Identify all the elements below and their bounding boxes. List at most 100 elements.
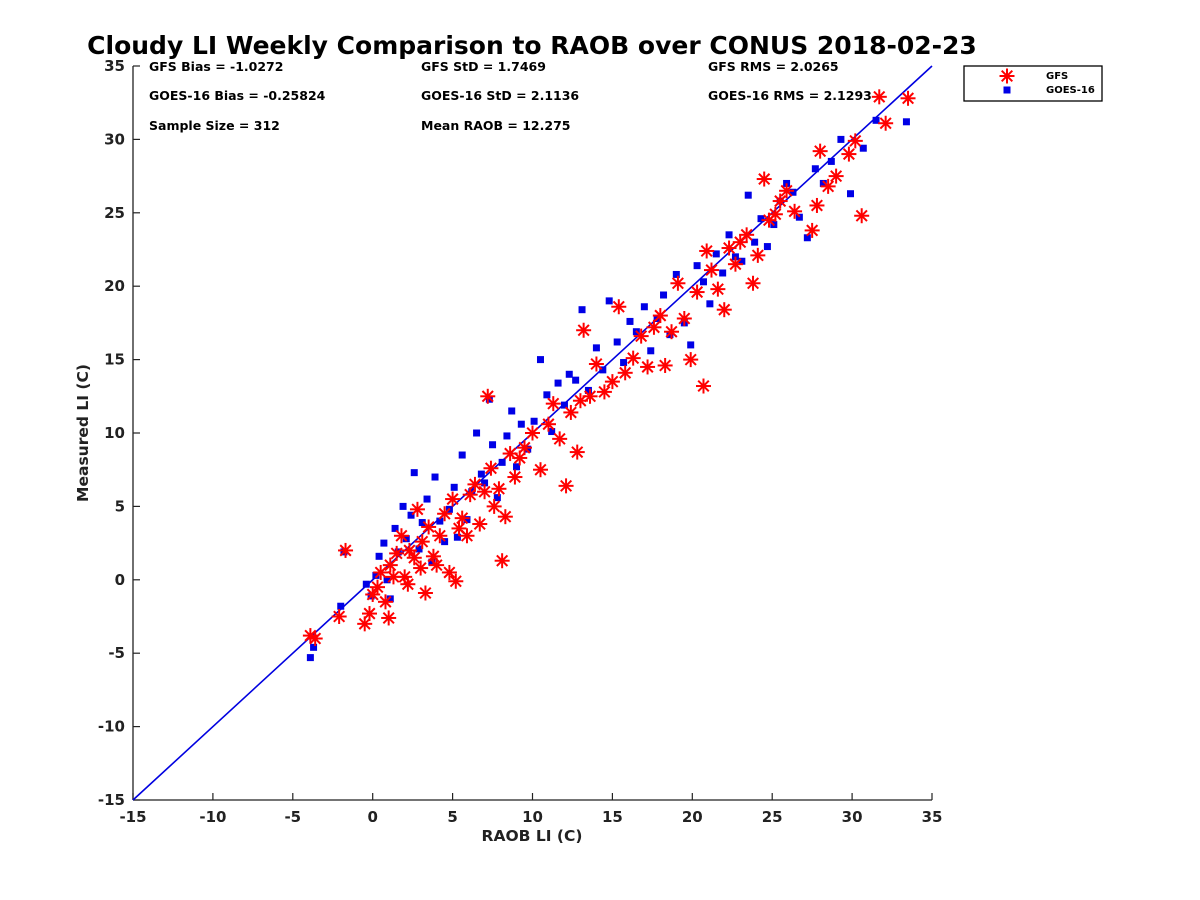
goes16-point bbox=[872, 116, 880, 124]
x-tick-label: 0 bbox=[367, 808, 377, 826]
gfs-point bbox=[809, 197, 825, 213]
goes16-point bbox=[789, 188, 797, 196]
gfs-point bbox=[552, 431, 568, 447]
goes16-point bbox=[386, 595, 394, 603]
gfs-point bbox=[406, 550, 422, 566]
goes16-point bbox=[803, 234, 811, 242]
goes16-point bbox=[719, 269, 727, 277]
gfs-point bbox=[695, 378, 711, 394]
goes16-point bbox=[383, 576, 391, 584]
goes16-point bbox=[498, 458, 506, 466]
goes16-point bbox=[503, 432, 511, 440]
gfs-point bbox=[525, 425, 540, 441]
gfs-point bbox=[467, 476, 483, 492]
gfs-point bbox=[563, 404, 579, 420]
gfs-point bbox=[413, 560, 429, 576]
goes16-point bbox=[489, 441, 497, 449]
gfs-point bbox=[767, 206, 783, 222]
gfs-point bbox=[664, 324, 680, 340]
goes16-point bbox=[554, 379, 562, 387]
gfs-point bbox=[689, 284, 705, 300]
goes16-point bbox=[543, 391, 551, 399]
legend-marker-gfs bbox=[999, 68, 1015, 84]
goes16-point bbox=[592, 344, 600, 352]
stats-text: GFS Bias = -1.0272 GFS StD = 1.7469 GFS … bbox=[149, 59, 872, 133]
gfs-point bbox=[389, 545, 405, 561]
mean-raob: Mean RAOB = 12.275 bbox=[421, 118, 570, 133]
x-tick-label: 30 bbox=[842, 808, 863, 826]
goes16-point bbox=[477, 470, 485, 478]
gfs-point bbox=[582, 388, 598, 404]
legend: GFS GOES-16 bbox=[963, 65, 1103, 102]
goes16-point bbox=[410, 469, 418, 477]
gfs-point bbox=[625, 350, 641, 366]
gfs-point bbox=[462, 487, 478, 503]
gfs-point bbox=[517, 440, 533, 456]
gfs-point bbox=[432, 528, 448, 544]
x-tick-label: 5 bbox=[447, 808, 457, 826]
gfs-point bbox=[841, 146, 857, 162]
y-tick-label: -5 bbox=[108, 644, 125, 662]
goes16-point bbox=[402, 535, 410, 543]
y-tick-label: 25 bbox=[104, 204, 125, 222]
gfs-point bbox=[472, 516, 488, 532]
gfs-std: GFS StD = 1.7469 bbox=[421, 59, 546, 74]
goes16-point bbox=[463, 516, 471, 524]
goes16-point bbox=[423, 495, 431, 503]
goes16-point bbox=[428, 558, 436, 566]
goes16-point bbox=[431, 473, 439, 481]
goes16-point bbox=[660, 291, 668, 299]
goes16-point bbox=[640, 303, 648, 311]
goes16-point bbox=[687, 341, 695, 349]
goes16-legend-square bbox=[1003, 86, 1011, 94]
legend-label-goes16: GOES-16 bbox=[1046, 85, 1095, 96]
y-tick-label: -15 bbox=[98, 791, 125, 809]
goes16-point bbox=[548, 428, 556, 436]
y-tick-label: 5 bbox=[115, 497, 125, 515]
goes16-point bbox=[372, 571, 380, 579]
goes16-point bbox=[310, 643, 318, 651]
gfs-point bbox=[878, 115, 894, 131]
gfs-point bbox=[421, 519, 437, 535]
goes16-point bbox=[418, 519, 426, 527]
gfs-point bbox=[683, 352, 699, 368]
gfs-point bbox=[373, 564, 389, 580]
gfs-point bbox=[400, 576, 416, 592]
goes16-point bbox=[565, 370, 573, 378]
gfs-point bbox=[657, 357, 673, 373]
goes16-bias: GOES-16 Bias = -0.25824 bbox=[149, 88, 326, 103]
sample-size: Sample Size = 312 bbox=[149, 118, 280, 133]
gfs-point bbox=[532, 462, 548, 478]
goes16-point bbox=[837, 135, 845, 143]
gfs-rms: GFS RMS = 2.0265 bbox=[708, 59, 839, 74]
goes16-point bbox=[473, 429, 481, 437]
goes16-point bbox=[572, 376, 580, 384]
gfs-point bbox=[596, 384, 612, 400]
goes16-point bbox=[513, 463, 521, 471]
gfs-point bbox=[670, 275, 686, 291]
goes16-point bbox=[458, 451, 466, 459]
gfs-point bbox=[676, 310, 692, 326]
gfs-point bbox=[745, 275, 761, 291]
gfs-point bbox=[357, 616, 373, 632]
goes16-point bbox=[517, 420, 525, 428]
goes16-point bbox=[620, 359, 628, 367]
goes16-point bbox=[647, 347, 655, 355]
legend-label-gfs: GFS bbox=[1046, 71, 1068, 82]
gfs-point bbox=[445, 491, 461, 507]
goes16-point bbox=[751, 238, 759, 246]
y-axis-label: Measured LI (C) bbox=[74, 364, 92, 502]
gfs-point bbox=[558, 478, 574, 494]
x-tick-label: 25 bbox=[762, 808, 783, 826]
goes16-point bbox=[337, 602, 345, 610]
gfs-point bbox=[804, 222, 820, 238]
goes16-point bbox=[763, 243, 771, 251]
goes16-point bbox=[693, 262, 701, 270]
gfs-point bbox=[459, 528, 475, 544]
goes16-point bbox=[757, 215, 765, 223]
gfs-legend-asterisk bbox=[999, 68, 1015, 84]
goes16-point bbox=[508, 407, 516, 415]
y-tick-labels: -15 -10 -5 0 5 10 15 20 25 30 35 bbox=[98, 57, 125, 809]
gfs-point bbox=[617, 365, 633, 381]
gfs-point bbox=[812, 143, 828, 159]
